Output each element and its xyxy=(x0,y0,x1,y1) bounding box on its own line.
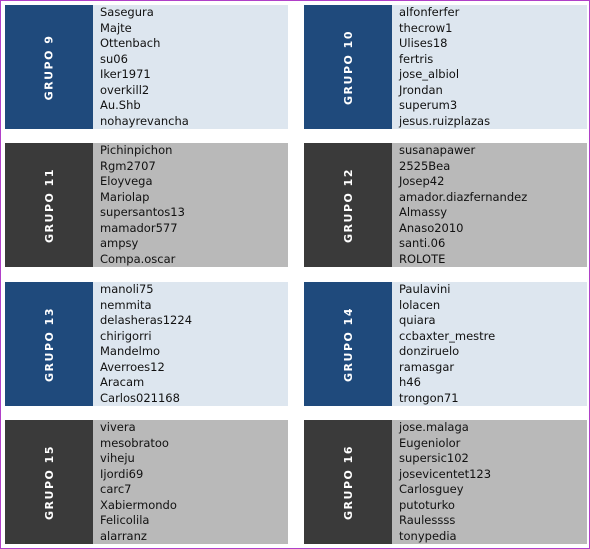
member-name: Compa.oscar xyxy=(100,251,176,266)
group-card: GRUPO 10 alfonferfer thecrow1 Ulises18 f… xyxy=(304,5,587,129)
member-name: mamador577 xyxy=(100,220,178,235)
group-label: GRUPO 12 xyxy=(341,167,355,243)
member-name: Au.Shb xyxy=(100,98,141,113)
member-name: superum3 xyxy=(399,98,458,113)
group-label: GRUPO 14 xyxy=(341,306,355,382)
member-name: jesus.ruizplazas xyxy=(399,113,491,128)
member-name: Ijordi69 xyxy=(100,466,144,481)
member-name: delasheras1224 xyxy=(100,313,193,328)
member-name: nemmita xyxy=(100,297,152,312)
group-label: GRUPO 10 xyxy=(341,29,355,105)
group-label-box: GRUPO 12 xyxy=(304,143,392,267)
member-name: su06 xyxy=(100,51,128,66)
member-name: ampsy xyxy=(100,236,139,251)
group-card: GRUPO 12 susanapawer 2525Bea Josep42 ama… xyxy=(304,143,587,267)
member-name: ROLOTE xyxy=(399,251,446,266)
member-name: Xabiermondo xyxy=(100,497,177,512)
member-name: Mandelmo xyxy=(100,344,161,359)
member-name: alfonferfer xyxy=(399,5,460,19)
group-card: GRUPO 15 vivera mesobratoo viheju Ijordi… xyxy=(5,420,288,544)
member-name: putoturko xyxy=(399,497,455,512)
member-name: Jrondan xyxy=(399,82,443,97)
member-name: nohayrevancha xyxy=(100,113,189,128)
member-name: Josep42 xyxy=(399,174,445,189)
group-card: GRUPO 16 jose.malaga Eugeniolor supersic… xyxy=(304,420,587,544)
member-name: santi.06 xyxy=(399,236,446,251)
member-name: viheju xyxy=(100,451,135,466)
group-label: GRUPO 13 xyxy=(42,306,56,382)
member-name: h46 xyxy=(399,375,421,390)
member-name: overkill2 xyxy=(100,82,150,97)
member-name: jose_albiol xyxy=(399,67,460,82)
member-name: mesobratoo xyxy=(100,435,169,450)
member-name: Ottenbach xyxy=(100,36,161,51)
member-name: trongon71 xyxy=(399,390,459,405)
member-list: Pichinpichon Rgm2707 Eloyvega Mariolap s… xyxy=(93,143,288,267)
member-name: ccbaxter_mestre xyxy=(399,328,496,343)
group-label: GRUPO 15 xyxy=(42,444,56,520)
member-list: vivera mesobratoo viheju Ijordi69 carc7 … xyxy=(93,420,288,544)
member-name: supersic102 xyxy=(399,451,469,466)
member-name: susanapawer xyxy=(399,143,476,157)
group-label: GRUPO 11 xyxy=(42,167,56,243)
group-label: GRUPO 16 xyxy=(341,444,355,520)
member-name: lolacen xyxy=(399,297,441,312)
member-name: Rgm2707 xyxy=(100,158,156,173)
member-name: Mariolap xyxy=(100,189,150,204)
member-list: Paulavini lolacen quiara ccbaxter_mestre… xyxy=(392,282,587,406)
member-name: alarranz xyxy=(100,528,147,543)
member-name: Averroes12 xyxy=(100,359,165,374)
group-label-box: GRUPO 14 xyxy=(304,282,392,406)
member-list: susanapawer 2525Bea Josep42 amador.diazf… xyxy=(392,143,587,267)
member-name: 2525Bea xyxy=(399,158,451,173)
member-name: Felicolila xyxy=(100,513,150,528)
member-name: Almassy xyxy=(399,205,448,220)
member-name: Eloyvega xyxy=(100,174,153,189)
member-name: Raulessss xyxy=(399,513,456,528)
member-name: chirigorri xyxy=(100,328,152,343)
member-name: quiara xyxy=(399,313,436,328)
member-name: donziruelo xyxy=(399,344,460,359)
group-label-box: GRUPO 13 xyxy=(5,282,93,406)
member-name: Paulavini xyxy=(399,282,451,296)
member-name: Carlosguey xyxy=(399,482,464,497)
member-list: manoli75 nemmita delasheras1224 chirigor… xyxy=(93,282,288,406)
member-name: Aracam xyxy=(100,375,145,390)
member-name: amador.diazfernandez xyxy=(399,189,528,204)
member-name: Ulises18 xyxy=(399,36,448,51)
group-label-box: GRUPO 15 xyxy=(5,420,93,544)
member-name: Eugeniolor xyxy=(399,435,461,450)
member-name: josevicentet123 xyxy=(399,466,492,481)
member-name: fertris xyxy=(399,51,434,66)
member-name: manoli75 xyxy=(100,282,154,296)
member-name: Sasegura xyxy=(100,5,154,19)
group-card: GRUPO 11 Pichinpichon Rgm2707 Eloyvega M… xyxy=(5,143,288,267)
group-label-box: GRUPO 16 xyxy=(304,420,392,544)
member-name: Carlos021168 xyxy=(100,390,180,405)
group-card: GRUPO 13 manoli75 nemmita delasheras1224… xyxy=(5,282,288,406)
member-name: vivera xyxy=(100,420,136,434)
member-name: tonypedia xyxy=(399,528,457,543)
member-list: Sasegura Majte Ottenbach su06 Iker1971 o… xyxy=(93,5,288,129)
member-name: Majte xyxy=(100,20,132,35)
member-name: supersantos13 xyxy=(100,205,185,220)
group-label-box: GRUPO 11 xyxy=(5,143,93,267)
member-name: carc7 xyxy=(100,482,132,497)
member-name: thecrow1 xyxy=(399,20,453,35)
group-label-box: GRUPO 9 xyxy=(5,5,93,129)
group-card: GRUPO 14 Paulavini lolacen quiara ccbaxt… xyxy=(304,282,587,406)
member-list: jose.malaga Eugeniolor supersic102 josev… xyxy=(392,420,587,544)
member-list: alfonferfer thecrow1 Ulises18 fertris jo… xyxy=(392,5,587,129)
member-name: jose.malaga xyxy=(399,420,469,434)
member-name: Anaso2010 xyxy=(399,220,464,235)
group-label: GRUPO 9 xyxy=(42,34,56,100)
group-card: GRUPO 9 Sasegura Majte Ottenbach su06 Ik… xyxy=(5,5,288,129)
group-label-box: GRUPO 10 xyxy=(304,5,392,129)
member-name: ramasgar xyxy=(399,359,455,374)
member-name: Pichinpichon xyxy=(100,143,173,157)
member-name: Iker1971 xyxy=(100,67,151,82)
